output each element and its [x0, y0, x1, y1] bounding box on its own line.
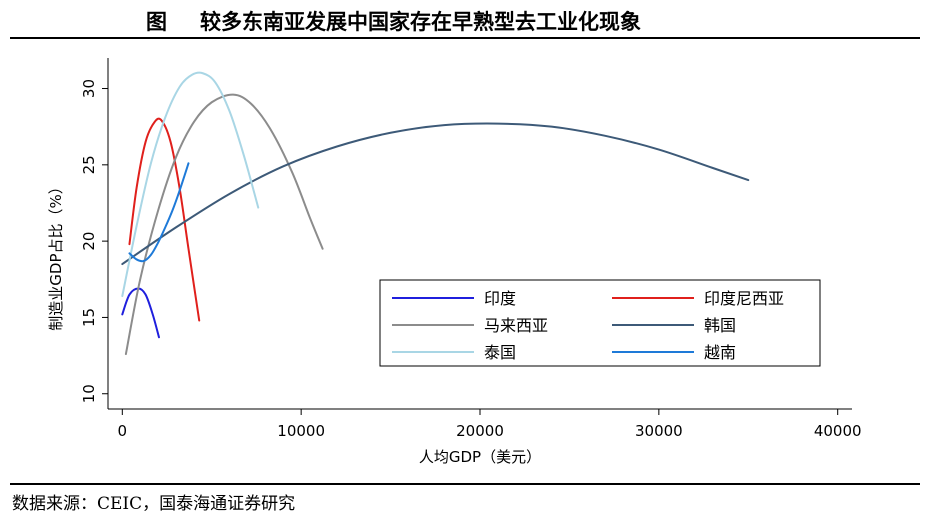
- y-ticks: 10 15 20 25 30: [80, 79, 108, 403]
- y-tick-label: 15: [80, 308, 98, 327]
- figure-label: 图: [146, 9, 167, 34]
- title-row: 图 较多东南亚发展中国家存在早熟型去工业化现象: [0, 0, 936, 36]
- series-group: [121, 71, 750, 356]
- y-tick-label: 10: [80, 384, 98, 403]
- y-tick-label: 25: [80, 155, 98, 174]
- legend-label-4: 泰国: [484, 343, 516, 362]
- legend-label-5: 越南: [704, 343, 736, 362]
- y-axis-title: 制造业GDP占比（%）: [47, 179, 65, 330]
- x-axis-title: 人均GDP（美元）: [419, 448, 541, 466]
- x-tick-label: 0: [118, 422, 128, 440]
- series-line-2: [124, 93, 324, 356]
- series-line-0: [121, 287, 160, 339]
- x-tick-label: 30000: [635, 422, 683, 440]
- figure-title: 较多东南亚发展中国家存在早熟型去工业化现象: [200, 9, 641, 34]
- y-tick-label: 20: [80, 232, 98, 251]
- x-tick-label: 40000: [814, 422, 862, 440]
- series-line-1: [128, 117, 201, 322]
- series-line-4: [121, 71, 260, 298]
- x-tick-label: 10000: [277, 422, 325, 440]
- x-ticks: 0 10000 20000 30000 40000: [118, 409, 862, 440]
- top-rule: [10, 37, 920, 39]
- legend-label-1: 印度尼西亚: [704, 289, 784, 308]
- legend-label-0: 印度: [484, 289, 516, 308]
- legend-label-2: 马来西亚: [484, 316, 548, 335]
- source-note: 数据来源：CEIC，国泰海通证券研究: [12, 494, 296, 514]
- series-line-3: [121, 122, 750, 266]
- x-tick-label: 20000: [456, 422, 504, 440]
- bottom-rule: [10, 483, 920, 485]
- legend-label-3: 韩国: [704, 316, 736, 335]
- series-line-5: [128, 162, 190, 263]
- plot-background: [13, 42, 925, 480]
- y-tick-label: 30: [80, 79, 98, 98]
